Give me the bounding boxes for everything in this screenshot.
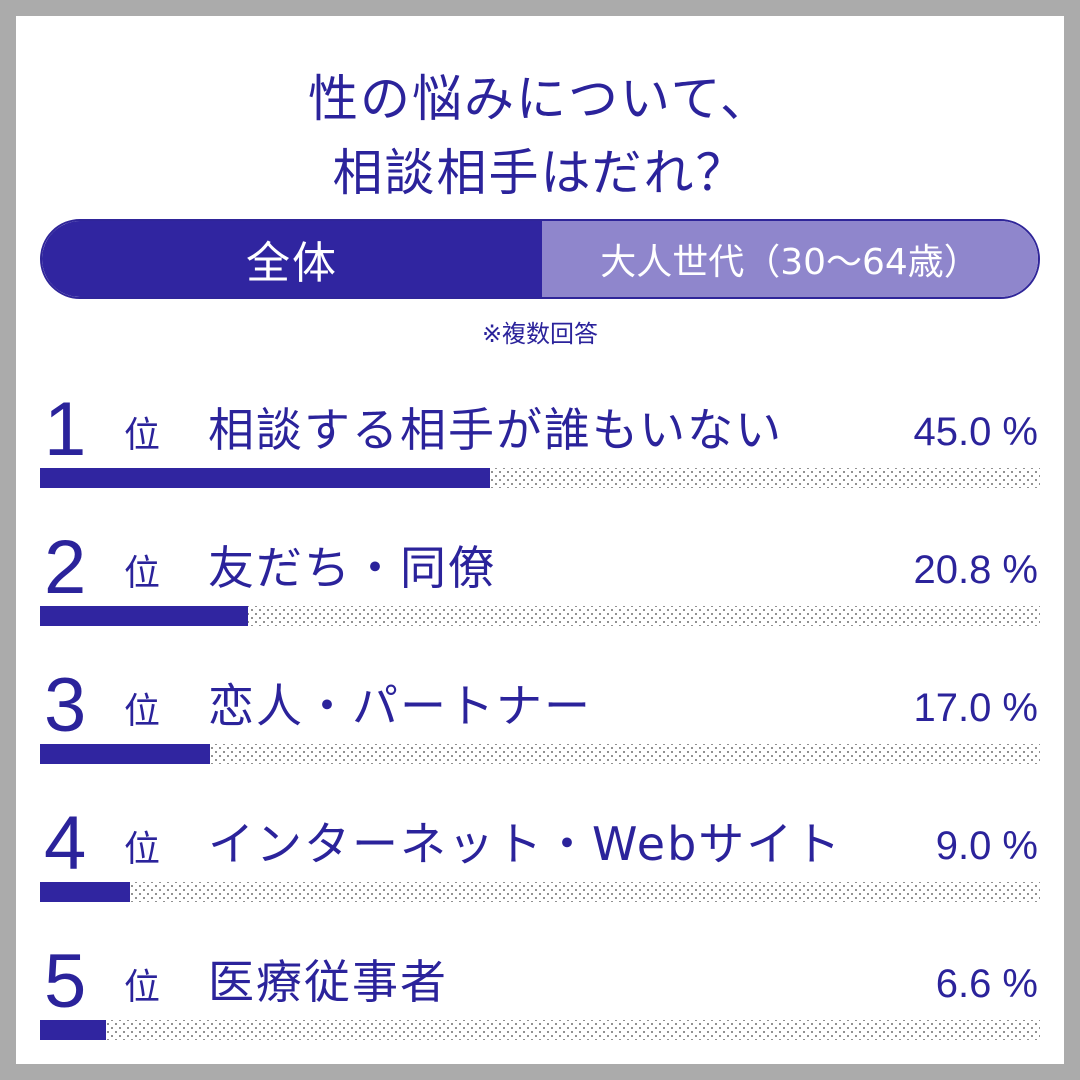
infographic-card: 性の悩みについて、 相談相手はだれ？ 全体 大人世代（30〜64歳） ※複数回答…: [16, 16, 1064, 1064]
rank-number: 5: [44, 939, 87, 1024]
tab-adult-generation[interactable]: 大人世代（30〜64歳）: [542, 221, 1038, 297]
rank-number: 2: [44, 525, 87, 610]
bar-track: [40, 606, 1040, 626]
value-label: 9.0 %: [935, 824, 1038, 868]
rank-number: 4: [44, 801, 87, 886]
bar-track: [40, 882, 1040, 902]
category-label: インターネット・Webサイト: [208, 817, 843, 871]
bar-track: [40, 744, 1040, 764]
rank-number: 3: [44, 663, 87, 748]
bar: [40, 744, 210, 764]
value-label: 45.0 %: [913, 410, 1038, 454]
rank-row: 5 位 医療従事者 6.6 %: [40, 938, 1040, 1058]
title-line-1: 性の悩みについて、: [308, 70, 772, 128]
rank-suffix: 位: [124, 415, 161, 456]
rank-row: 3 位 恋人・パートナー 17.0 %: [40, 662, 1040, 782]
tab-all[interactable]: 全体: [42, 221, 542, 297]
rank-row: 1 位 相談する相手が誰もいない 45.0 %: [40, 386, 1040, 506]
rank-suffix: 位: [124, 691, 161, 732]
rank-row: 2 位 友だち・同僚 20.8 %: [40, 524, 1040, 644]
bar-track: [40, 1020, 1040, 1040]
category-label: 医療従事者: [208, 955, 448, 1009]
value-label: 6.6 %: [935, 962, 1038, 1006]
bar: [40, 882, 130, 902]
bar: [40, 468, 490, 488]
category-label: 友だち・同僚: [208, 541, 496, 595]
value-label: 20.8 %: [913, 548, 1038, 592]
category-label: 相談する相手が誰もいない: [208, 403, 784, 457]
bar: [40, 1020, 106, 1040]
bar: [40, 606, 248, 626]
rank-number: 1: [44, 387, 87, 472]
rank-suffix: 位: [124, 553, 161, 594]
title-line-2: 相談相手はだれ？: [332, 144, 748, 202]
rank-row: 4 位 インターネット・Webサイト 9.0 %: [40, 800, 1040, 920]
page-title: 性の悩みについて、 相談相手はだれ？: [16, 62, 1064, 210]
segment-tabs: 全体 大人世代（30〜64歳）: [40, 219, 1040, 299]
category-label: 恋人・パートナー: [208, 679, 592, 733]
multiple-answer-note: ※複数回答: [481, 320, 599, 348]
value-label: 17.0 %: [913, 686, 1038, 730]
rank-suffix: 位: [124, 829, 161, 870]
rank-suffix: 位: [124, 967, 161, 1008]
